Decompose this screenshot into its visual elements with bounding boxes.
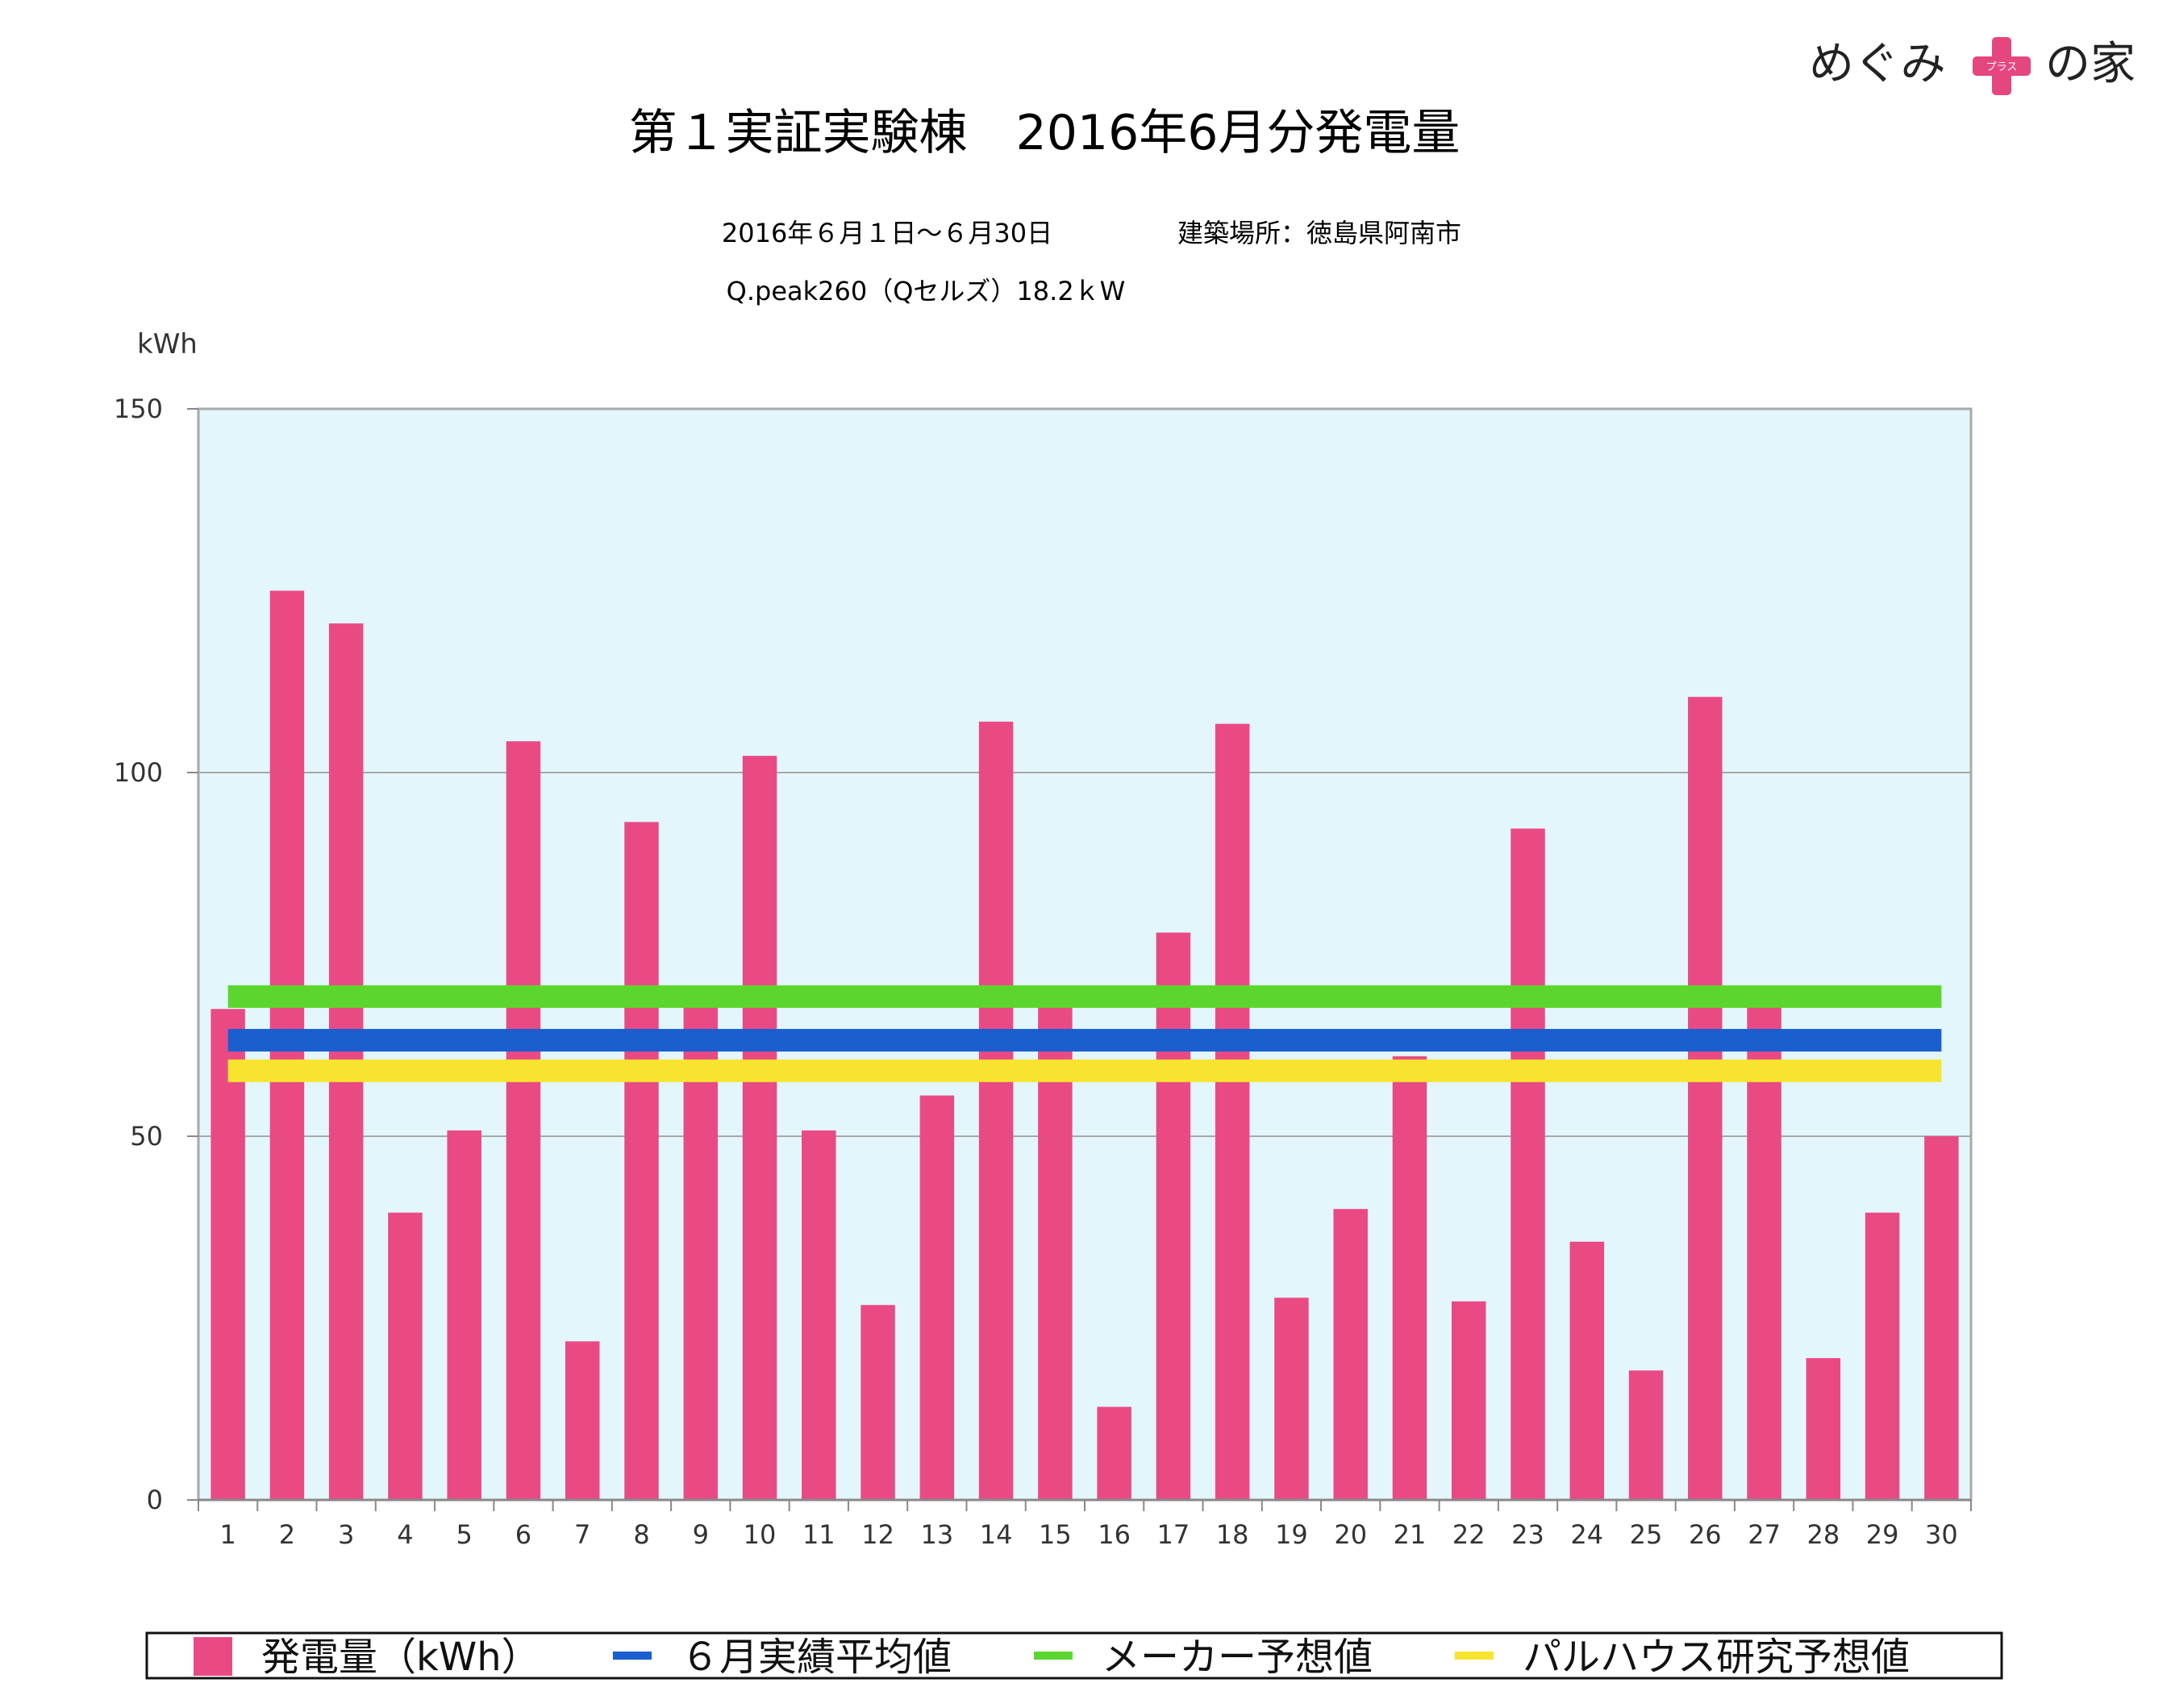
x-tick-label: 19 [1275,1519,1308,1550]
legend: 発電量（kWh） ６月実績平均値 メーカー予想値 パルハウス研究予想値 [145,1631,2003,1680]
bar [1865,1212,1900,1500]
x-tick-label: 7 [574,1519,590,1550]
bar [210,1009,245,1500]
x-tick-label: 3 [338,1519,354,1550]
legend-swatch [613,1652,652,1660]
x-tick-label: 9 [693,1519,709,1550]
bar [624,822,659,1500]
x-tick-label: 8 [633,1519,649,1550]
x-tick-label: 28 [1806,1519,1840,1550]
x-tick-label: 18 [1216,1519,1249,1550]
x-tick-label: 20 [1334,1519,1367,1550]
bar [1747,1002,1781,1500]
bar [1156,932,1191,1500]
bar [1097,1406,1131,1500]
y-tick-label: 50 [130,1121,163,1152]
chart-title: 第１実証実験棟 2016年6月分発電量 [629,105,1461,161]
bar [565,1341,600,1500]
brand-plus-icon [1973,37,2031,95]
x-tick-label: 2 [279,1519,295,1550]
x-tick-label: 22 [1452,1519,1486,1550]
bar [683,1002,719,1500]
bar [1333,1209,1368,1500]
legend-swatch [1034,1652,1073,1660]
legend-label: ６月実績平均値 [681,1635,952,1680]
bar [1038,1002,1073,1500]
bar [1451,1301,1486,1500]
reference-lines [227,985,1942,1082]
reference-line [227,1059,1942,1082]
legend-swatch [194,1637,232,1676]
x-tick-label: 21 [1394,1519,1427,1550]
bar [1688,697,1723,1500]
legend-label: メーカー予想値 [1102,1635,1373,1680]
x-tick-label: 15 [1039,1519,1072,1550]
subtitle-period: 2016年６月１日〜６月30日 [722,218,1052,248]
legend-box [145,1631,2003,1680]
bar [742,756,777,1500]
x-tick-label: 14 [980,1519,1013,1550]
bar [1628,1370,1664,1500]
brand-text-left: めぐみ [1809,38,1946,90]
y-axis-unit: kWh [137,328,198,360]
bar [1392,1056,1427,1500]
x-tick-label: 5 [456,1519,473,1550]
x-tick-label: 16 [1098,1519,1131,1550]
bar [1569,1241,1605,1500]
legend-label: パルハウス研究予想値 [1523,1635,1910,1680]
bar [1511,828,1545,1500]
x-tick-label: 10 [744,1519,777,1550]
bar [978,721,1014,1500]
gridlines [198,772,1971,1137]
y-tick-label: 0 [147,1485,163,1515]
subtitle-system: Q.peak260（Qセルズ）18.2ｋW [727,276,1126,306]
reference-line [227,1028,1942,1052]
x-tick-label: 25 [1630,1519,1663,1550]
plot-area [197,407,1973,1502]
y-tick-label: 150 [114,394,163,424]
y-axis-ticks: 0 50 100 150 [114,394,198,1515]
bars [210,590,1959,1500]
x-tick-label: 24 [1570,1519,1603,1550]
legend-swatch [1455,1652,1494,1660]
bar [1806,1358,1841,1500]
x-tick-label: 12 [861,1519,894,1550]
brand-text-right: の家 [2045,38,2136,90]
bar [447,1130,481,1500]
y-tick-label: 100 [114,757,163,788]
bar [388,1212,423,1500]
bar [802,1130,836,1500]
x-tick-label: 29 [1866,1519,1899,1550]
x-tick-label: 26 [1689,1519,1722,1550]
bar [1274,1298,1309,1500]
x-tick-label: 11 [802,1519,835,1550]
x-tick-label: 30 [1925,1519,1958,1550]
x-tick-label: 4 [397,1519,413,1550]
x-tick-label: 6 [515,1519,531,1550]
bar [1215,723,1250,1500]
x-axis-ticks: 1 2 3 4 5 6 7 8 9 10 11 12 13 14 15 16 17 18 19 20 21 22 23 24 2… [198,1500,1972,1550]
bar [1924,1136,1959,1500]
brand-badge-text: プラス [1986,61,2018,73]
bar [919,1095,955,1500]
x-tick-label: 23 [1511,1519,1544,1550]
x-tick-label: 27 [1748,1519,1781,1550]
reference-line [227,985,1942,1008]
bar [506,741,541,1500]
x-tick-label: 17 [1157,1519,1190,1550]
x-tick-label: 13 [920,1519,953,1550]
x-tick-label: 1 [219,1519,235,1550]
bar [860,1305,895,1500]
brand-logo: めぐみ プラス の家 [1809,37,2136,95]
subtitle-location: 建築場所：徳島県阿南市 [1177,218,1461,248]
legend-label: 発電量（kWh） [261,1635,540,1680]
